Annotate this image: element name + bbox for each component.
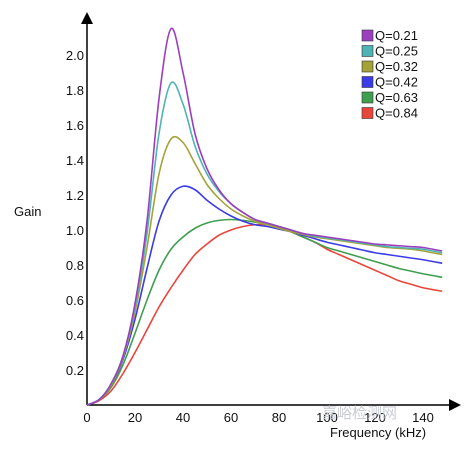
y-tick-label: 1.4 <box>66 153 84 168</box>
x-tick-label: 120 <box>364 410 386 425</box>
legend-swatch <box>361 76 374 88</box>
legend-swatch <box>361 45 374 57</box>
series-line-q-0-21 <box>86 27 443 406</box>
series-line-q-0-84 <box>86 223 443 406</box>
y-tick-label: 1.0 <box>66 223 84 238</box>
x-tick-label: 100 <box>316 410 338 425</box>
legend-label: Q=0.63 <box>375 90 418 105</box>
legend-swatch <box>361 91 374 104</box>
x-axis-title: Frequency (kHz) <box>330 425 426 440</box>
y-tick-label: 0.8 <box>66 258 84 273</box>
x-tick-label: 60 <box>224 410 238 425</box>
series-line-q-0-42 <box>86 185 443 406</box>
series-line-q-0-25 <box>86 81 443 406</box>
y-tick-label: 1.6 <box>66 118 84 133</box>
x-tick-label: 20 <box>128 410 142 425</box>
y-axis-title: Gain <box>14 204 41 219</box>
legend-swatch <box>361 29 374 42</box>
y-tick-label: 0.6 <box>66 293 84 308</box>
legend-label: Q=0.21 <box>375 28 418 43</box>
series-line-q-0-32 <box>86 135 443 406</box>
legend-label: Q=0.42 <box>375 75 418 90</box>
x-tick-label: 80 <box>272 410 286 425</box>
y-tick-label: 1.8 <box>66 83 84 98</box>
legend-swatch <box>361 60 374 73</box>
x-tick-label: 40 <box>176 410 190 425</box>
y-tick-labels: 0.2 0.4 0.6 0.8 1.0 1.2 1.4 1.6 1.8 2.0 <box>66 48 84 378</box>
y-tick-label: 2.0 <box>66 48 84 63</box>
legend-label: Q=0.25 <box>375 44 418 59</box>
x-tick-label: 140 <box>412 410 434 425</box>
legend: Q=0.21Q=0.25Q=0.32Q=0.42Q=0.63Q=0.84 <box>361 28 418 121</box>
legend-label: Q=0.32 <box>375 59 418 74</box>
x-tick-labels: 0 20 40 60 80 100 120 140 <box>83 410 433 425</box>
series-lines <box>86 27 443 406</box>
y-tick-label: 1.2 <box>66 188 84 203</box>
legend-label: Q=0.84 <box>375 106 418 121</box>
y-tick-label: 0.2 <box>66 363 84 378</box>
y-tick-label: 0.4 <box>66 328 84 343</box>
legend-swatch <box>361 107 374 119</box>
watermark: 嘉峪检测网 <box>322 404 397 422</box>
x-tick-label: 0 <box>83 410 90 425</box>
